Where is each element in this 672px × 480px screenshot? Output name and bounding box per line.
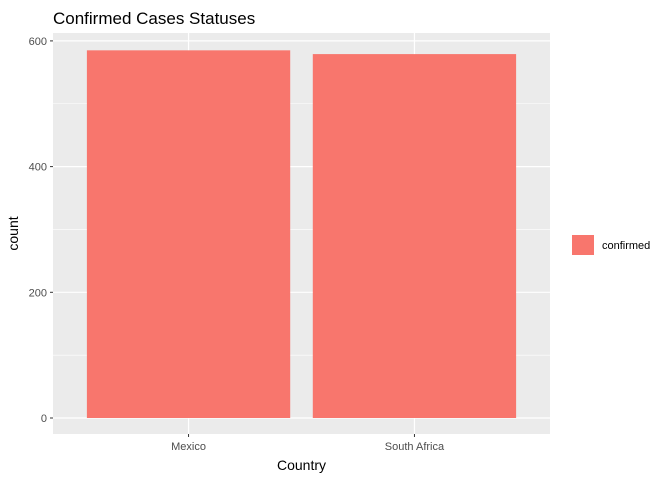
bar-mexico <box>86 50 291 418</box>
bar-south-africa <box>312 54 517 418</box>
bars <box>86 50 517 418</box>
y-tick-label: 600 <box>29 36 47 48</box>
y-tick-label: 0 <box>41 413 47 425</box>
y-axis-ticks: 0 200 400 600 <box>29 36 53 425</box>
y-tick-label: 400 <box>29 162 47 174</box>
x-axis-ticks: Mexico South Africa <box>171 434 445 453</box>
x-tick-label: Mexico <box>171 441 206 453</box>
chart-title: Confirmed Cases Statuses <box>53 9 255 28</box>
y-axis-title: count <box>5 216 21 250</box>
y-tick-label: 200 <box>29 287 47 299</box>
legend-key-confirmed <box>572 235 594 255</box>
legend: confirmed <box>572 235 650 255</box>
x-tick-label: South Africa <box>385 441 445 453</box>
legend-label-confirmed: confirmed <box>602 240 650 252</box>
x-axis-title: Country <box>277 457 326 473</box>
